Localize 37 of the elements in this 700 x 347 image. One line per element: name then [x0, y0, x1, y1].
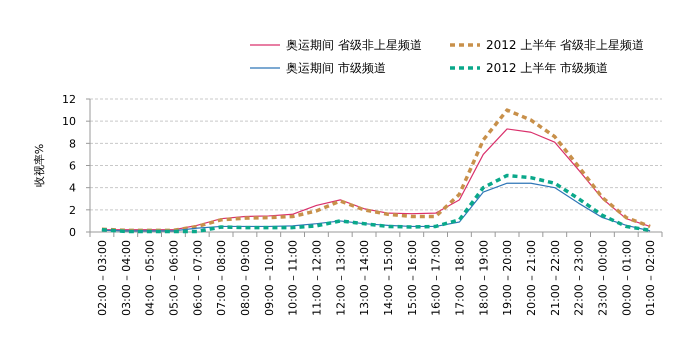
y-tick-label: 8 — [69, 137, 76, 150]
legend-label: 奥运期间 省级非上星频道 — [286, 38, 422, 52]
x-tick-label: 00:00 – 01:00 — [620, 240, 634, 316]
x-tick-label: 08:00 – 09:00 — [238, 240, 252, 316]
x-tick-label: 01:00 – 02:00 — [644, 240, 658, 316]
x-tick-label: 13:00 – 14:00 — [358, 240, 372, 316]
x-tick-label: 07:00 – 08:00 — [215, 240, 228, 316]
x-tick-label: 03:00 – 04:00 — [120, 240, 133, 316]
x-tick-label: 12:00 – 13:00 — [334, 240, 348, 316]
y-tick-label: 0 — [69, 226, 76, 239]
y-axis-title: 收视率% — [33, 144, 46, 188]
x-tick-label: 17:00 – 18:00 — [453, 240, 466, 316]
x-tick-label: 02:00 – 03:00 — [96, 240, 109, 316]
x-tick-label: 15:00 – 16:00 — [406, 240, 419, 316]
x-tick-label: 10:00 – 11:00 — [286, 240, 300, 316]
x-tick-label: 05:00 – 06:00 — [167, 240, 180, 316]
x-tick-label: 22:00 – 23:00 — [572, 240, 586, 316]
x-tick-label: 19:00 – 20:00 — [501, 240, 514, 316]
line-series — [100, 108, 652, 232]
x-tick-label: 09:00 – 10:00 — [262, 240, 276, 316]
x-tick-label: 14:00 – 15:00 — [382, 240, 395, 316]
legend-label: 2012 上半年 市级频道 — [486, 61, 608, 75]
x-tick-label: 16:00 – 17:00 — [430, 240, 443, 316]
legend-label: 奥运期间 市级频道 — [286, 61, 386, 75]
x-tick-label: 20:00 – 21:00 — [524, 240, 538, 316]
x-tick-label: 11:00 – 12:00 — [310, 240, 324, 316]
x-tick-label: 23:00 – 00:00 — [596, 240, 610, 316]
x-tick-label: 21:00 – 22:00 — [548, 240, 562, 316]
y-tick-label: 2 — [69, 204, 76, 217]
x-tick-label: 06:00 – 07:00 — [191, 240, 204, 316]
y-tick-label: 4 — [69, 182, 76, 195]
legend-label: 2012 上半年 省级非上星频道 — [486, 38, 644, 52]
y-tick-label: 12 — [62, 93, 76, 106]
y-tick-label: 10 — [62, 115, 76, 128]
y-tick-label: 6 — [69, 160, 76, 172]
x-tick-label: 04:00 – 05:00 — [144, 240, 157, 316]
x-tick-label: 18:00 – 19:00 — [477, 240, 490, 316]
